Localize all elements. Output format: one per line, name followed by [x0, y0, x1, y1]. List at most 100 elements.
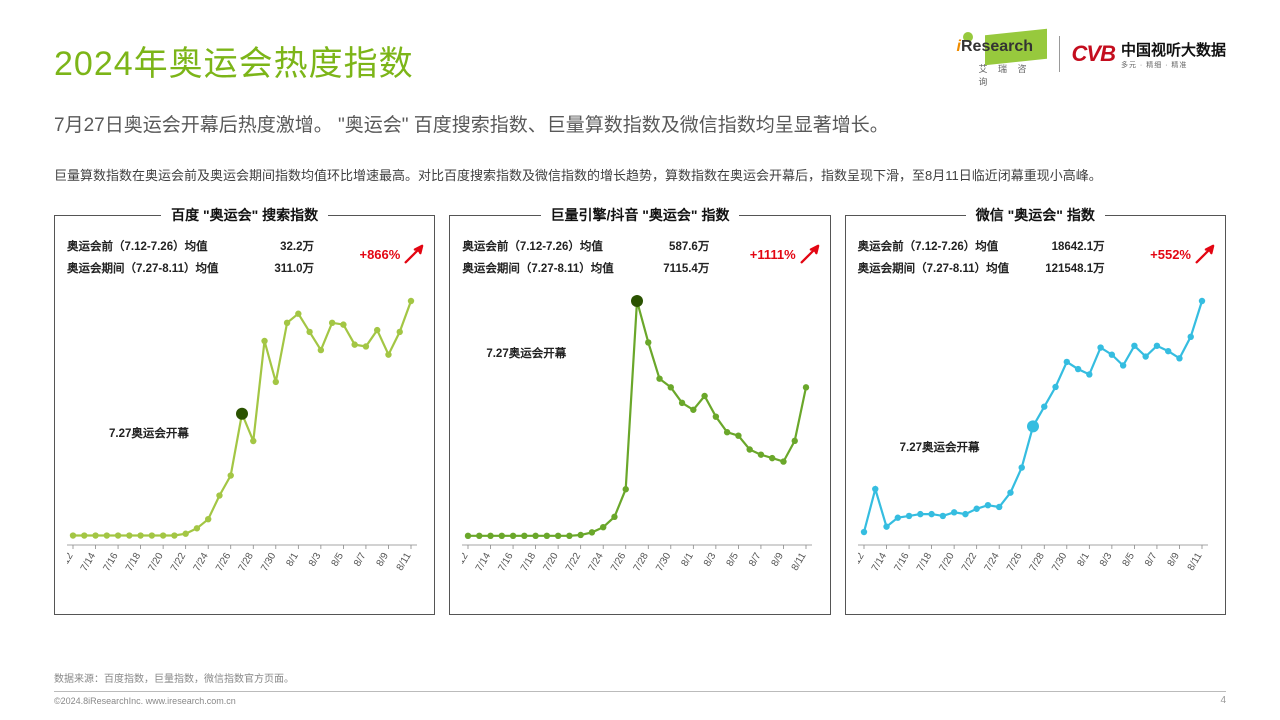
data-marker: [273, 378, 279, 384]
stat-label: 奥运会前（7.12-7.26）均值: [67, 237, 242, 259]
stat-value: 587.6万: [637, 237, 709, 259]
x-tick-label: 7/18: [915, 550, 934, 573]
x-tick-label: 7/28: [1027, 550, 1046, 573]
x-tick-label: 8/1: [1075, 550, 1092, 568]
data-marker: [510, 532, 516, 538]
data-marker: [928, 511, 934, 517]
stat-label: 奥运会前（7.12-7.26）均值: [462, 237, 637, 259]
x-tick-label: 8/3: [307, 550, 324, 568]
x-tick-label: 8/9: [375, 550, 392, 568]
data-marker: [702, 393, 708, 399]
data-marker: [1063, 358, 1069, 364]
data-marker: [962, 511, 968, 517]
data-marker: [1097, 344, 1103, 350]
arrow-up-icon: [798, 244, 820, 266]
x-tick-label: 7/24: [587, 550, 606, 573]
data-marker: [906, 513, 912, 519]
data-marker: [894, 514, 900, 520]
x-tick-label: 7/24: [192, 550, 211, 573]
data-marker: [1041, 403, 1047, 409]
data-marker: [792, 437, 798, 443]
data-marker: [295, 310, 301, 316]
data-marker: [261, 338, 267, 344]
x-tick-label: 7/20: [542, 550, 561, 573]
data-marker: [713, 413, 719, 419]
data-marker: [92, 532, 98, 538]
data-marker: [690, 406, 696, 412]
data-marker: [499, 532, 505, 538]
data-marker: [612, 513, 618, 519]
data-marker: [385, 351, 391, 357]
stat-label: 奥运会期间（7.27-8.11）均值: [858, 259, 1033, 281]
x-tick-label: 7/26: [609, 550, 628, 573]
x-tick-label: 8/9: [770, 550, 787, 568]
chart-title: 百度 "奥运会" 搜索指数: [161, 205, 328, 225]
data-marker: [194, 525, 200, 531]
data-marker: [1018, 464, 1024, 470]
x-tick-label: 7/16: [892, 550, 911, 573]
page-number: 4: [1220, 695, 1226, 706]
data-marker: [1007, 489, 1013, 495]
data-marker: [329, 319, 335, 325]
event-annotation: 7.27奥运会开幕: [900, 439, 980, 455]
data-marker: [1165, 348, 1171, 354]
data-marker: [973, 505, 979, 511]
data-marker: [284, 319, 290, 325]
stat-value: 311.0万: [242, 259, 314, 281]
data-marker: [81, 532, 87, 538]
data-marker: [803, 384, 809, 390]
highlight-marker: [1027, 420, 1039, 432]
cvb-logo: CVB 中国视听大数据 多元 · 精细 · 精准: [1072, 39, 1226, 70]
data-marker: [555, 532, 561, 538]
x-tick-label: 8/5: [725, 550, 742, 568]
data-marker: [668, 384, 674, 390]
x-tick-label: 8/1: [680, 550, 697, 568]
stat-value: 32.2万: [242, 237, 314, 259]
data-marker: [1153, 342, 1159, 348]
x-tick-label: 7/20: [937, 550, 956, 573]
x-tick-label: 8/7: [1143, 550, 1160, 568]
subtitle: 7月27日奥运会开幕后热度激增。 "奥运会" 百度搜索指数、巨量算数指数及微信指…: [54, 110, 1226, 137]
data-marker: [363, 343, 369, 349]
highlight-marker: [631, 295, 643, 307]
arrow-up-icon: [1193, 244, 1215, 266]
data-marker: [104, 532, 110, 538]
data-marker: [758, 451, 764, 457]
line-chart: 7/127/147/167/187/207/227/247/267/287/30…: [462, 283, 812, 603]
x-tick-label: 7/14: [474, 550, 493, 573]
chart-panel: 巨量引擎/抖音 "奥运会" 指数奥运会前（7.12-7.26）均值587.6万奥…: [449, 205, 830, 615]
data-marker: [872, 486, 878, 492]
data-marker: [600, 524, 606, 530]
stat-value: 7115.4万: [637, 259, 709, 281]
x-tick-label: 7/12: [858, 550, 867, 573]
data-marker: [521, 532, 527, 538]
data-marker: [476, 532, 482, 538]
data-marker: [115, 532, 121, 538]
x-tick-label: 8/11: [790, 550, 809, 572]
x-tick-label: 7/12: [67, 550, 76, 573]
iresearch-logo: iResearch 艾 瑞 咨 询: [957, 32, 1047, 76]
x-tick-label: 7/12: [462, 550, 471, 573]
x-tick-label: 7/28: [632, 550, 651, 573]
data-marker: [182, 530, 188, 536]
data-marker: [939, 513, 945, 519]
data-marker: [724, 429, 730, 435]
data-marker: [397, 328, 403, 334]
charts-row: 百度 "奥运会" 搜索指数奥运会前（7.12-7.26）均值32.2万奥运会期间…: [54, 205, 1226, 615]
x-tick-label: 7/22: [564, 550, 583, 573]
data-marker: [465, 532, 471, 538]
data-marker: [589, 529, 595, 535]
x-tick-label: 8/7: [747, 550, 764, 568]
data-marker: [781, 458, 787, 464]
x-tick-label: 8/11: [395, 550, 414, 572]
x-tick-label: 8/1: [284, 550, 301, 568]
chart-title: 微信 "奥运会" 指数: [966, 205, 1105, 225]
data-marker: [488, 532, 494, 538]
x-tick-label: 8/3: [702, 550, 719, 568]
data-marker: [1187, 333, 1193, 339]
data-marker: [623, 486, 629, 492]
data-marker: [1108, 351, 1114, 357]
data-marker: [149, 532, 155, 538]
x-tick-label: 7/22: [169, 550, 188, 573]
body-paragraph: 巨量算数指数在奥运会前及奥运会期间指数均值环比增速最高。对比百度搜索指数及微信指…: [54, 165, 1226, 187]
